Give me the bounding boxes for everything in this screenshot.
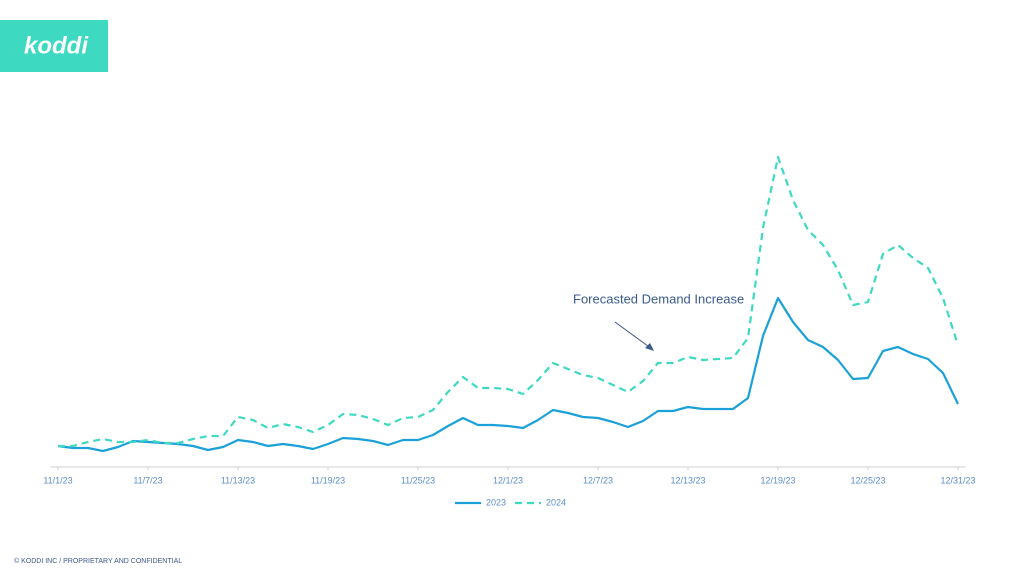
legend-label: 2023 bbox=[486, 497, 506, 507]
logo-box bbox=[0, 20, 108, 72]
x-tick-label: 11/13/23 bbox=[221, 475, 255, 485]
x-tick-label: 12/31/23 bbox=[940, 475, 975, 485]
x-tick-label: 11/1/23 bbox=[43, 475, 72, 485]
footer: © KODDI INC / PROPRIETARY AND CONFIDENTI… bbox=[14, 557, 182, 565]
logo: koddi bbox=[24, 32, 89, 59]
series-line bbox=[57, 296, 959, 453]
x-tick-label: 12/19/23 bbox=[760, 475, 795, 485]
x-tick-label: 11/25/23 bbox=[401, 475, 435, 485]
x-tick-label: 11/19/23 bbox=[311, 475, 345, 485]
x-tick-label: 12/7/23 bbox=[583, 475, 613, 485]
series-line bbox=[58, 155, 960, 448]
annotation: Forecasted Demand Increase bbox=[573, 291, 744, 306]
x-tick-label: 12/25/23 bbox=[850, 475, 885, 485]
x-tick-label: 12/13/23 bbox=[670, 475, 705, 485]
x-tick-label: 11/7/23 bbox=[133, 475, 162, 485]
x-tick-label: 12/1/23 bbox=[493, 475, 523, 485]
legend-label: 2024 bbox=[546, 497, 566, 507]
annotation-arrow bbox=[614, 321, 653, 350]
arrow-head bbox=[645, 343, 654, 351]
